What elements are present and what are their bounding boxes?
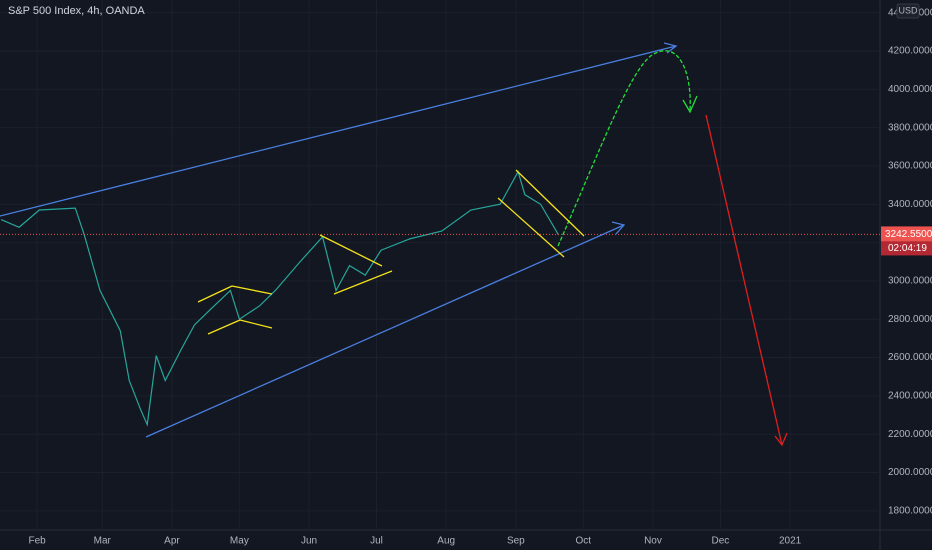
last-price-label: 3242.5500: [885, 229, 932, 240]
x-tick-label: Apr: [164, 536, 180, 547]
arrow-head: [774, 432, 788, 447]
x-tick-label: Jul: [370, 536, 383, 547]
y-tick-label: 4200.0000: [888, 46, 932, 57]
x-tick-label: Oct: [576, 536, 592, 547]
y-tick-label: 2800.0000: [888, 314, 932, 325]
y-tick-label: 2000.0000: [888, 467, 932, 478]
projection-line: [705, 114, 783, 446]
y-tick-label: 3400.0000: [888, 199, 932, 210]
x-tick-label: Sep: [507, 536, 525, 547]
patterns: [197, 169, 585, 335]
y-tick-label: 3600.0000: [888, 161, 932, 172]
y-tick-label: 2200.0000: [888, 429, 932, 440]
last-price-badge: [881, 226, 932, 242]
countdown: 02:04:19: [888, 243, 927, 254]
x-tick-label: Feb: [28, 536, 46, 547]
arrow-head: [682, 95, 698, 114]
x-tick-label: Dec: [712, 536, 730, 547]
projection-curve: [557, 50, 691, 247]
y-tick-label: 4000.0000: [888, 84, 932, 95]
price-line: [0, 170, 560, 427]
drawings: [0, 42, 788, 447]
arrow-head: [611, 221, 626, 235]
x-tick-label: Jun: [301, 536, 317, 547]
y-tick-label: 3000.0000: [888, 276, 932, 287]
x-tick-label: May: [230, 536, 249, 547]
y-tick-label: 2600.0000: [888, 352, 932, 363]
currency: USD: [898, 5, 918, 15]
lower-trend-line: [145, 224, 625, 438]
countdown-badge: [881, 241, 932, 256]
x-tick-label: 2021: [779, 536, 802, 547]
marks: [0, 170, 880, 427]
x-tick-label: Mar: [94, 536, 112, 547]
upper-trend-line: [0, 45, 677, 217]
y-tick-label: 2400.0000: [888, 391, 932, 402]
chart-title: S&P 500 Index, 4h, OANDA: [8, 5, 145, 17]
x-tick-label: Nov: [644, 536, 662, 547]
x-tick-label: Aug: [437, 536, 455, 547]
currency-badge[interactable]: [896, 3, 920, 19]
y-tick-label: 3800.0000: [888, 122, 932, 133]
arrow-head: [663, 42, 678, 54]
grid: [0, 0, 880, 530]
y-tick-label: 1800.0000: [888, 505, 932, 516]
